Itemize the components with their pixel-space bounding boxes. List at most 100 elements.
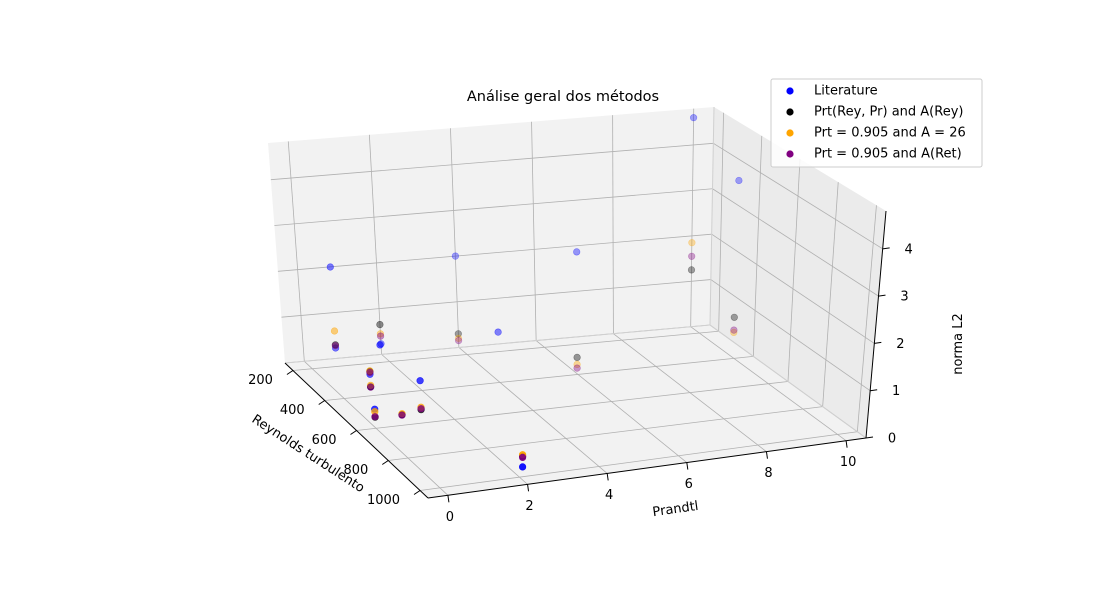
data-point-series-0	[416, 377, 424, 385]
y-tick-label: 4	[605, 488, 613, 503]
data-point-series-3	[398, 411, 406, 419]
data-point-series-0	[735, 176, 743, 185]
data-point-series-3	[455, 337, 463, 345]
chart-title: Análise geral dos métodos	[467, 89, 659, 105]
x-tick-mark	[318, 400, 325, 405]
grid-line-z-back	[270, 142, 714, 181]
pane-edge	[284, 324, 711, 364]
x-tick-mark	[350, 430, 357, 435]
grid-line-z-side	[710, 279, 871, 392]
grid-line-y-floor	[613, 333, 767, 452]
data-point-series-3	[518, 453, 527, 462]
z-tick-mark	[882, 247, 890, 250]
grid-line-x-floor	[388, 406, 823, 461]
grid-line-x-floor	[292, 330, 719, 371]
z-tick-mark	[870, 389, 878, 392]
data-point-series-3	[377, 332, 385, 340]
y-tick-mark	[606, 473, 609, 481]
z-tick-mark	[874, 341, 882, 344]
z-axis-label: norma L2	[951, 313, 966, 375]
floor-pane	[285, 325, 866, 498]
grid-line-y-floor	[381, 354, 528, 485]
z-tick-mark	[865, 436, 874, 439]
legend-label: Prt = 0.905 and A = 26	[814, 126, 966, 141]
x-tick-label: 800	[343, 463, 368, 478]
y-tick-label: 6	[685, 477, 693, 492]
y-axis-label: Prandtl	[652, 499, 700, 520]
pane-edge	[709, 324, 867, 439]
data-point-series-3	[366, 368, 374, 377]
axis-lines	[284, 106, 887, 499]
legend-marker	[786, 129, 794, 137]
z-tick-mark	[878, 294, 886, 297]
grid-line-y-floor	[690, 326, 847, 442]
x-tick-mark	[286, 370, 294, 375]
data-point-series-3	[367, 383, 375, 391]
x-tick-label: 200	[248, 373, 273, 388]
grid-line-y-floor	[535, 340, 688, 463]
data-point-series-1	[687, 266, 696, 274]
x-tick-label: 1000	[367, 493, 400, 508]
data-point-series-2	[376, 330, 385, 338]
x-tick-mark	[382, 460, 389, 465]
z-tick-label: 4	[905, 242, 913, 257]
data-point-series-1	[730, 313, 738, 321]
data-point-series-3	[688, 252, 696, 260]
grid-line-x-floor	[324, 355, 754, 401]
data-point-series-2	[573, 360, 581, 369]
y-tick-mark	[447, 495, 450, 503]
data-point-series-3	[573, 364, 581, 372]
y-tick-mark	[765, 451, 768, 459]
data-point-series-0	[451, 252, 460, 260]
y-axis-line	[427, 437, 867, 499]
z-tick-label: 3	[900, 290, 908, 305]
data-point-series-0	[689, 114, 698, 122]
back-pane	[268, 107, 714, 363]
data-point-series-0	[494, 328, 502, 336]
grid-line-z-side	[712, 188, 879, 297]
side-pane	[710, 107, 886, 438]
data-point-series-0	[376, 341, 384, 349]
data-point-series-3	[730, 326, 738, 334]
data-point-series-3	[371, 413, 379, 421]
legend: Literature Prt(Rey, Pr) and A(Rey) Prt = 0…	[770, 78, 983, 168]
data-point-series-2	[730, 328, 738, 337]
data-point-series-1	[454, 330, 462, 338]
x-axis-label: Reynolds turbulento	[249, 412, 367, 496]
grid-line-x-floor	[356, 381, 789, 431]
legend-marker	[786, 150, 794, 158]
data-point-series-3	[417, 405, 425, 413]
data-point-series-3	[331, 342, 340, 350]
legend-label: Prt = 0.905 and A(Ret)	[814, 147, 962, 162]
y-tick-mark	[686, 462, 689, 470]
legend-marker	[786, 87, 794, 95]
grid-line-z-back	[274, 188, 713, 226]
y-tick-label: 8	[764, 466, 772, 481]
data-point-series-0	[326, 263, 334, 271]
data-point-series-2	[454, 334, 463, 342]
y-tick-label: 2	[525, 499, 533, 514]
grid-line-x-floor	[420, 431, 858, 491]
data-point-series-0	[573, 248, 581, 256]
data-point-series-2	[688, 239, 696, 247]
grid-line-y-floor	[304, 360, 449, 496]
y-tick-mark	[527, 484, 530, 492]
pane-edge	[709, 106, 715, 326]
x-tick-label: 400	[280, 403, 305, 418]
data-point-series-2	[330, 327, 339, 335]
grid-line-z-side	[711, 233, 875, 344]
data-point-series-1	[376, 321, 384, 329]
legend-marker	[786, 108, 794, 116]
y-tick-mark	[845, 440, 848, 448]
y-tick-label: 0	[446, 510, 454, 525]
data-point-series-0	[518, 463, 527, 471]
legend-frame	[770, 78, 983, 168]
grid-line-z-back	[281, 279, 711, 318]
tick-labels: 200 400 600 800 1000 0 2 4 6 8 10 0 1 2 3 4	[248, 242, 913, 524]
data-points	[326, 114, 743, 471]
x-tick-mark	[413, 490, 421, 495]
grid-line-y-floor	[458, 347, 608, 474]
z-tick-label: 1	[892, 384, 900, 399]
y-tick-label: 10	[840, 455, 857, 470]
